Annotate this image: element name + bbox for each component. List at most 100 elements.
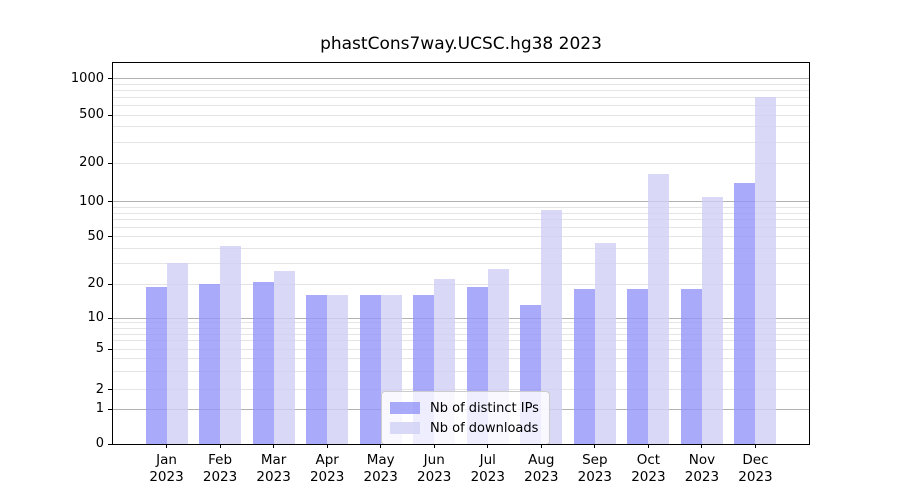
x-tick-mark bbox=[380, 444, 382, 448]
y-tick-mark bbox=[108, 443, 112, 445]
gridline-major bbox=[113, 317, 809, 319]
gridline-major bbox=[113, 78, 809, 80]
gridline-minor bbox=[113, 212, 809, 214]
y-tick-mark bbox=[108, 317, 112, 319]
bar bbox=[199, 284, 221, 444]
y-tick-label: 200 bbox=[79, 155, 104, 171]
bar bbox=[166, 263, 188, 444]
bar bbox=[734, 183, 756, 444]
gridline-minor bbox=[113, 96, 809, 98]
gridline-minor bbox=[113, 322, 809, 324]
gridline-minor bbox=[113, 83, 809, 85]
y-tick-mark bbox=[108, 78, 112, 80]
x-tick-label: May 2023 bbox=[363, 452, 398, 485]
x-tick-mark bbox=[273, 444, 275, 448]
gridline-minor bbox=[113, 327, 809, 329]
gridline-minor bbox=[113, 348, 809, 350]
gridline-minor bbox=[113, 219, 809, 221]
bar bbox=[273, 270, 295, 444]
x-tick-mark bbox=[487, 444, 489, 448]
x-tick-label: Jun 2023 bbox=[417, 452, 452, 485]
y-tick-mark bbox=[108, 162, 112, 164]
bar bbox=[145, 286, 167, 444]
x-tick-label: Sep 2023 bbox=[577, 452, 613, 485]
legend-label-distinct-ips: Nb of distinct IPs bbox=[430, 400, 539, 416]
y-tick-mark bbox=[108, 236, 112, 238]
legend-swatch-downloads bbox=[390, 422, 420, 434]
bar bbox=[648, 174, 670, 444]
legend-item-distinct-ips: Nb of distinct IPs bbox=[390, 398, 539, 418]
gridline-minor bbox=[113, 333, 809, 335]
x-tick-mark bbox=[647, 444, 649, 448]
x-tick-label: Nov 2023 bbox=[684, 452, 720, 485]
x-tick-label: Aug 2023 bbox=[524, 452, 559, 485]
gridline-minor bbox=[113, 114, 809, 116]
x-tick-mark bbox=[433, 444, 435, 448]
bar bbox=[627, 289, 649, 444]
bar bbox=[306, 295, 328, 444]
x-tick-label: Jan 2023 bbox=[149, 452, 184, 485]
bar bbox=[755, 97, 777, 444]
bar bbox=[701, 196, 723, 444]
legend-swatch-distinct-ips bbox=[390, 402, 420, 414]
gridline-minor bbox=[113, 236, 809, 238]
y-tick-label: 500 bbox=[79, 107, 104, 123]
gridline-minor bbox=[113, 340, 809, 342]
gridline-major bbox=[113, 201, 809, 203]
bar bbox=[220, 245, 242, 444]
x-tick-label: Oct 2023 bbox=[631, 452, 666, 485]
y-tick-label: 10 bbox=[87, 310, 104, 326]
bar bbox=[252, 281, 274, 444]
x-tick-mark bbox=[701, 444, 703, 448]
x-tick-mark bbox=[754, 444, 756, 448]
x-tick-mark bbox=[166, 444, 168, 448]
gridline-minor bbox=[113, 283, 809, 285]
gridline-minor bbox=[113, 227, 809, 229]
y-tick-mark bbox=[108, 283, 112, 285]
y-tick-label: 2 bbox=[95, 381, 104, 397]
y-tick-label: 5 bbox=[95, 341, 104, 357]
bar bbox=[573, 289, 595, 444]
x-tick-mark bbox=[326, 444, 328, 448]
gridline-minor bbox=[113, 162, 809, 164]
bar bbox=[594, 243, 616, 444]
gridline-minor bbox=[113, 262, 809, 264]
legend: Nb of distinct IPs Nb of downloads bbox=[381, 391, 550, 445]
y-tick-mark bbox=[108, 348, 112, 350]
bar bbox=[327, 295, 349, 444]
gridline-minor bbox=[113, 105, 809, 107]
legend-item-downloads: Nb of downloads bbox=[390, 418, 539, 438]
x-tick-mark bbox=[540, 444, 542, 448]
plot-area: Nb of distinct IPs Nb of downloads bbox=[112, 62, 810, 445]
bar bbox=[541, 209, 563, 444]
y-tick-label: 50 bbox=[87, 228, 104, 244]
gridline-minor bbox=[113, 126, 809, 128]
x-tick-label: Feb 2023 bbox=[202, 452, 238, 485]
y-tick-label: 1 bbox=[95, 401, 104, 417]
x-tick-label: Jul 2023 bbox=[470, 452, 505, 485]
y-tick-mark bbox=[108, 408, 112, 410]
legend-label-downloads: Nb of downloads bbox=[430, 420, 539, 436]
y-tick-label: 20 bbox=[87, 276, 104, 292]
y-tick-mark bbox=[108, 389, 112, 391]
y-tick-label: 100 bbox=[79, 193, 104, 209]
gridline-minor bbox=[113, 358, 809, 360]
bar bbox=[680, 289, 702, 444]
x-tick-label: Mar 2023 bbox=[256, 452, 291, 485]
gridline-minor bbox=[113, 389, 809, 391]
gridline-minor bbox=[113, 89, 809, 91]
y-tick-label: 1000 bbox=[70, 70, 104, 86]
y-tick-mark bbox=[108, 201, 112, 203]
x-tick-mark bbox=[219, 444, 221, 448]
gridline-minor bbox=[113, 371, 809, 373]
x-tick-label: Dec 2023 bbox=[738, 452, 773, 485]
x-tick-mark bbox=[594, 444, 596, 448]
gridline-minor bbox=[113, 141, 809, 143]
y-tick-mark bbox=[108, 114, 112, 116]
gridline-minor bbox=[113, 206, 809, 208]
y-tick-label: 0 bbox=[95, 436, 104, 451]
bar bbox=[359, 295, 381, 444]
gridline-minor bbox=[113, 247, 809, 249]
x-tick-label: Apr 2023 bbox=[309, 452, 345, 485]
